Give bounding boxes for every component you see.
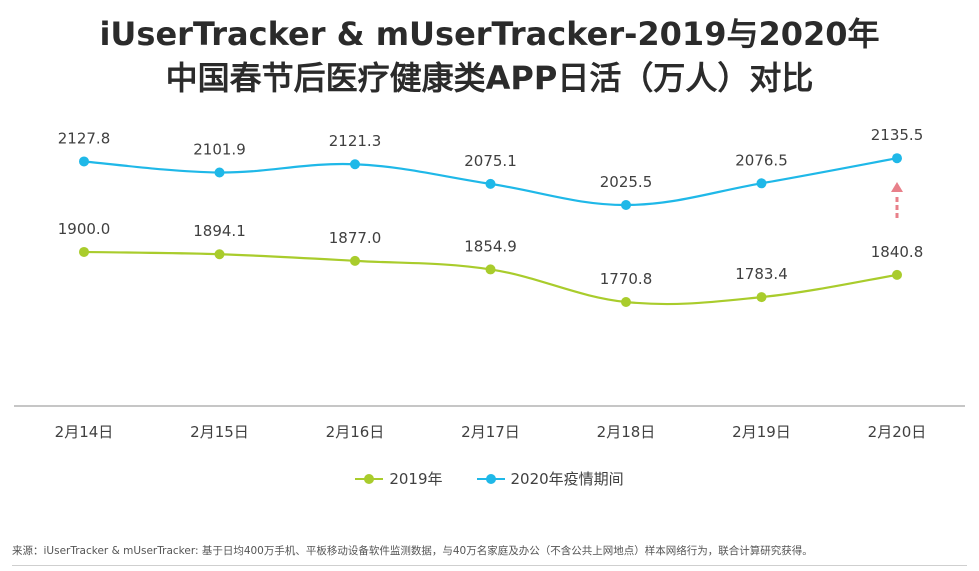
chart-legend: 2019年 2020年疫情期间 — [0, 468, 979, 489]
data-point-2019 — [485, 264, 496, 275]
x-tick-label: 2月19日 — [732, 423, 791, 441]
legend-item-2020: 2020年疫情期间 — [476, 468, 624, 489]
data-point-2019 — [621, 297, 631, 307]
data-label-2020: 2025.5 — [600, 173, 653, 191]
data-label-2020: 2101.9 — [193, 140, 246, 158]
data-label-2019: 1770.8 — [600, 270, 653, 288]
legend-swatch-2020 — [476, 471, 505, 487]
legend-swatch-2019 — [355, 471, 384, 487]
data-label-2019: 1877.0 — [329, 229, 382, 247]
legend-item-2019: 2019年 — [355, 468, 443, 489]
x-tick-label: 2月14日 — [55, 423, 114, 441]
x-tick-label: 2月17日 — [461, 423, 520, 441]
legend-label-2019: 2019年 — [389, 470, 443, 488]
x-tick-label: 2月15日 — [190, 423, 249, 441]
data-label-2019: 1840.8 — [871, 243, 924, 261]
data-point-2019 — [892, 269, 902, 280]
data-label-2020: 2121.3 — [329, 132, 382, 150]
data-label-2020: 2127.8 — [58, 129, 111, 147]
line-chart: 2月14日 2月15日 2月16日 2月17日 2月18日 2月19日 2月20日 1900.… — [14, 126, 965, 441]
data-label-2019: 1900.0 — [58, 220, 111, 238]
data-label-2019: 1854.9 — [464, 237, 517, 255]
legend-dot-2020 — [485, 473, 496, 484]
data-label-2020: 2135.5 — [871, 126, 924, 144]
data-point-2019 — [756, 292, 767, 303]
data-point-2020 — [621, 200, 631, 210]
legend-label-2020: 2020年疫情期间 — [510, 470, 624, 488]
legend-dot-2019 — [364, 473, 375, 484]
x-tick-label: 2月18日 — [597, 423, 656, 441]
x-tick-label: 2月20日 — [868, 423, 927, 441]
data-label-2020: 2076.5 — [735, 151, 788, 169]
data-label-2020: 2075.1 — [464, 152, 517, 170]
chart-title-line1: iUserTracker & mUserTracker-2019与2020年 — [99, 15, 880, 53]
source-note: 来源：iUserTracker & mUserTracker: 基于日均400万… — [12, 545, 813, 557]
source-divider — [12, 565, 967, 566]
data-point-2019 — [79, 246, 89, 257]
data-point-2019 — [214, 249, 225, 260]
annotation-arrow-head — [891, 182, 903, 192]
data-point-2020 — [485, 178, 496, 189]
x-tick-label: 2月16日 — [326, 423, 385, 441]
data-point-2019 — [350, 255, 360, 266]
data-point-2020 — [79, 156, 89, 167]
data-point-2020 — [756, 178, 767, 189]
data-point-2020 — [350, 159, 360, 170]
data-point-2020 — [214, 167, 225, 178]
data-label-2019: 1894.1 — [193, 222, 246, 240]
data-point-2020 — [892, 153, 902, 164]
data-label-2019: 1783.4 — [735, 265, 788, 283]
chart-title-line2: 中国春节后医疗健康类APP日活（万人）对比 — [165, 59, 814, 97]
